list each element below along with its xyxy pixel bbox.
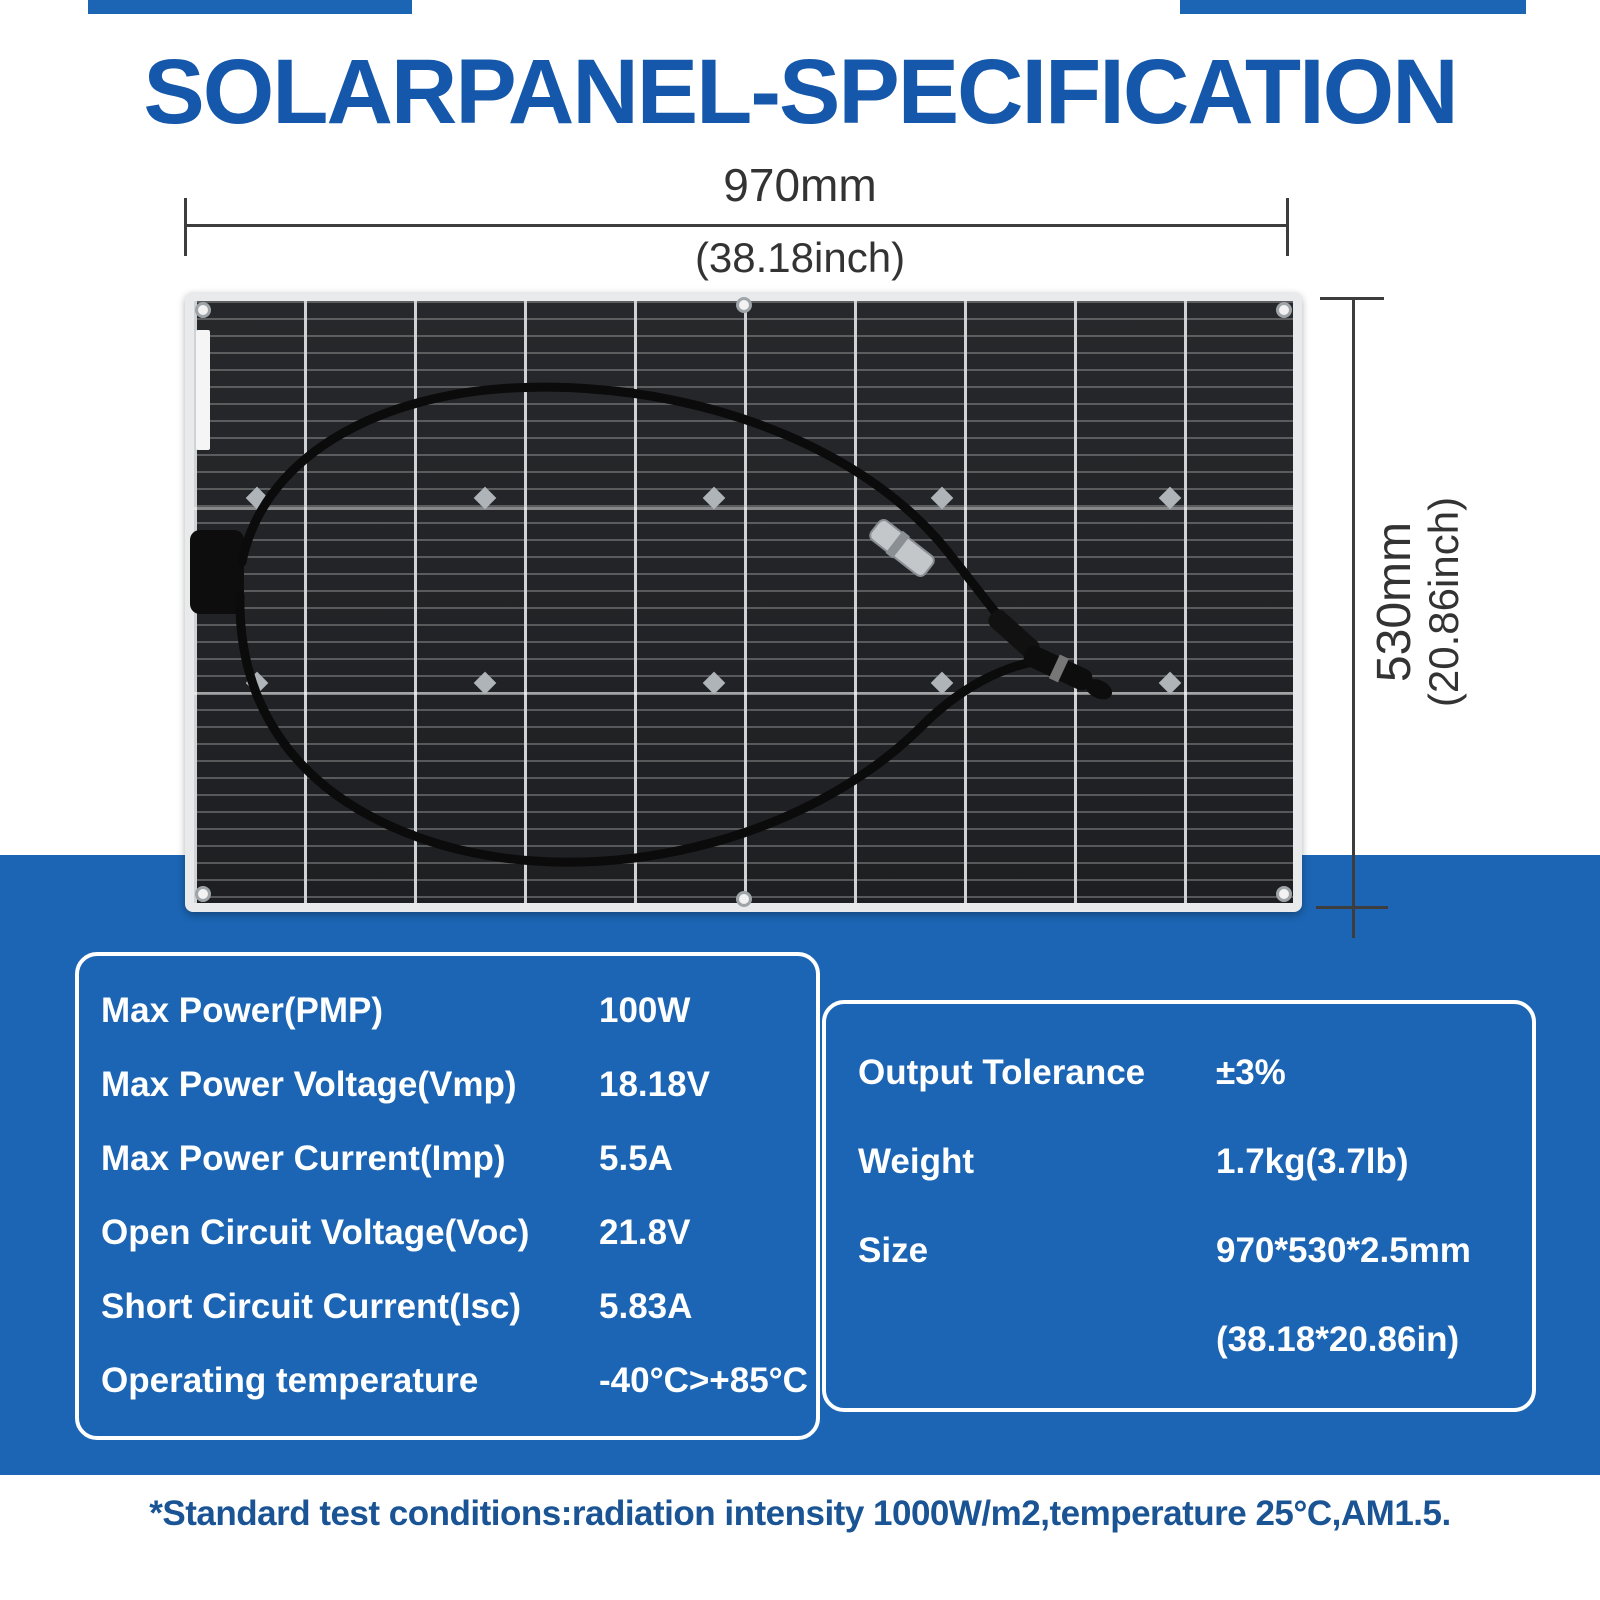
spec-row: Max Power Voltage(Vmp) 18.18V xyxy=(79,1065,816,1105)
cell-marker xyxy=(1158,486,1182,510)
top-border-right xyxy=(1180,0,1526,14)
cell-marker xyxy=(473,486,497,510)
top-border-left xyxy=(88,0,412,14)
spec-label: Size xyxy=(858,1230,929,1270)
spec-box-right: Output Tolerance ±3% Weight 1.7kg(3.7lb)… xyxy=(822,1000,1536,1412)
spec-label: Short Circuit Current(Isc) xyxy=(101,1287,522,1326)
cell-marker xyxy=(245,671,269,695)
standard-test-conditions-note: *Standard test conditions:radiation inte… xyxy=(149,1494,1451,1533)
spec-box-left: Max Power(PMP) 100W Max Power Voltage(Vm… xyxy=(75,952,820,1440)
solar-panel-image xyxy=(185,292,1302,912)
cell-marker xyxy=(702,671,725,695)
cell-marker-row xyxy=(245,486,1182,510)
cell-marker xyxy=(702,486,725,510)
spec-row: Max Power(PMP) 100W xyxy=(79,991,816,1031)
mounting-hole xyxy=(195,886,211,902)
spec-value: 21.8V xyxy=(599,1213,691,1252)
height-dimension-line xyxy=(1352,298,1355,908)
width-mm-label: 970mm xyxy=(723,159,877,211)
mounting-hole xyxy=(1276,302,1292,318)
mounting-hole xyxy=(195,302,211,318)
height-dimension-stub xyxy=(1352,906,1355,938)
spec-row: Output Tolerance ±3% xyxy=(826,1053,1532,1093)
height-inch-label: (20.86inch) xyxy=(1420,496,1468,708)
height-mm-label: 530mm xyxy=(1367,521,1421,683)
panel-label-sticker xyxy=(196,330,210,450)
spec-value: 5.83A xyxy=(599,1287,693,1326)
spec-row: Short Circuit Current(Isc) 5.83A xyxy=(79,1287,816,1327)
cell-marker xyxy=(930,486,954,510)
spec-value: 5.5A xyxy=(599,1139,673,1178)
cell-marker xyxy=(930,671,954,695)
mounting-hole xyxy=(1276,886,1292,902)
spec-row: Size 970*530*2.5mm xyxy=(826,1231,1532,1271)
spec-row: Open Circuit Voltage(Voc) 21.8V xyxy=(79,1213,816,1253)
spec-value: (38.18*20.86in) xyxy=(1216,1319,1460,1359)
spec-label: Max Power Voltage(Vmp) xyxy=(101,1065,517,1104)
spec-row: Max Power Current(Imp) 5.5A xyxy=(79,1139,816,1179)
spec-label: Max Power(PMP) xyxy=(101,991,383,1030)
solar-cells-grid xyxy=(194,301,1293,903)
spec-value: 1.7kg(3.7lb) xyxy=(1216,1141,1409,1181)
spec-value: 970*530*2.5mm xyxy=(1216,1230,1471,1270)
spec-value: -40°C>+85°C xyxy=(599,1361,808,1400)
page-title: SOLARPANEL-SPECIFICATION xyxy=(143,41,1458,143)
spec-label: Max Power Current(Imp) xyxy=(101,1139,506,1178)
spec-label: Operating temperature xyxy=(101,1361,479,1400)
width-dimension-tick-left xyxy=(184,198,187,256)
mounting-hole xyxy=(735,297,752,313)
spec-label: Weight xyxy=(858,1141,975,1181)
height-dimension-label: 530mm (20.86inch) xyxy=(1356,452,1480,752)
spec-row: Weight 1.7kg(3.7lb) xyxy=(826,1142,1532,1182)
spec-value: ±3% xyxy=(1216,1052,1286,1092)
spec-label: Open Circuit Voltage(Voc) xyxy=(101,1213,530,1252)
cell-marker-row xyxy=(245,671,1182,695)
mounting-hole xyxy=(735,891,752,907)
cell-marker xyxy=(473,671,497,695)
spec-value: 100W xyxy=(599,991,691,1030)
spec-label: Output Tolerance xyxy=(858,1052,1146,1092)
width-dimension-line xyxy=(185,224,1288,227)
width-dimension-tick-right xyxy=(1286,198,1289,256)
spec-row: Operating temperature -40°C>+85°C xyxy=(79,1361,816,1401)
height-dimension-tick-top xyxy=(1320,297,1384,300)
cell-marker xyxy=(245,486,269,510)
width-inch-label: (38.18inch) xyxy=(694,234,906,281)
spec-value: 18.18V xyxy=(599,1065,710,1104)
spec-row: (38.18*20.86in) xyxy=(826,1320,1532,1360)
cell-marker xyxy=(1158,671,1182,695)
